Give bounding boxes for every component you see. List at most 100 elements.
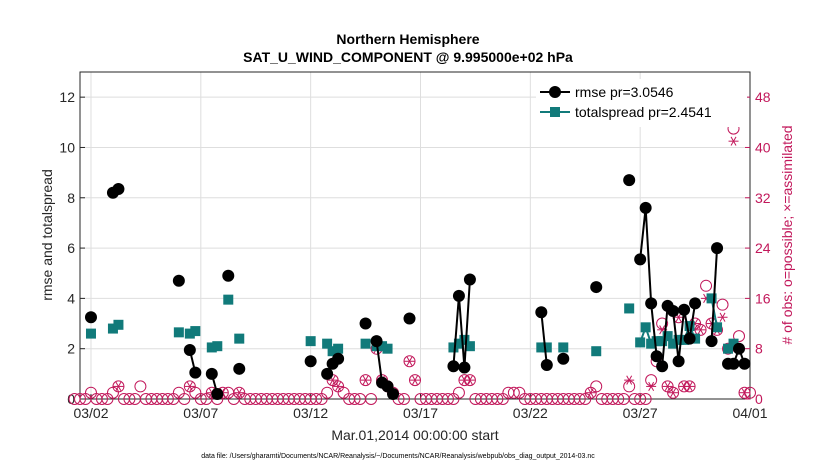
rmse-point — [233, 362, 246, 375]
obs-assimilated-marker — [404, 356, 415, 366]
legend-label-totalspread: totalspread pr=2.4541 — [575, 104, 712, 120]
obs-possible-marker — [716, 298, 729, 311]
obs-assimilated-marker — [717, 312, 728, 322]
obs-assimilated-marker — [662, 381, 673, 392]
obs-possible-marker — [639, 393, 652, 405]
totalspread-point — [591, 346, 602, 357]
obs-possible-marker — [310, 393, 323, 405]
obs-possible-marker — [700, 279, 713, 292]
obs-possible-marker — [95, 393, 108, 405]
y2-tick-label: 8 — [755, 341, 763, 357]
y2-axis-label: # of obs: o=possible; ×=assimilated — [779, 125, 795, 344]
totalspread-point — [712, 322, 723, 333]
totalspread-point — [360, 338, 371, 349]
y-tick-label: 6 — [67, 240, 75, 256]
obs-possible-marker — [403, 355, 416, 368]
asterisk-stroke — [236, 388, 243, 398]
rmse-point — [667, 304, 680, 317]
rmse-point — [112, 182, 125, 195]
data-file-footnote: data file: /Users/gharamti/Documents/NCA… — [201, 453, 595, 460]
rmse-point — [183, 343, 196, 356]
obs-possible-marker — [348, 393, 361, 405]
obs-possible-marker — [733, 330, 746, 343]
legend-marker-totalspread — [550, 107, 560, 117]
rmse-point — [458, 361, 471, 374]
rmse-point — [172, 274, 185, 287]
x-tick-label: 03/07 — [183, 405, 218, 421]
totalspread-point — [706, 293, 717, 304]
totalspread-point — [190, 326, 201, 337]
obs-possible-marker — [178, 393, 191, 405]
obs-possible-marker — [161, 393, 174, 405]
x-tick-label: 03/22 — [513, 405, 548, 421]
y-axis-left: 0 2 4 6 8 10 12 — [59, 89, 85, 407]
asterisk-stroke — [406, 356, 413, 366]
totalspread-point — [377, 341, 388, 352]
rmse-point — [387, 387, 400, 400]
rmse-point — [370, 335, 383, 348]
obs-count-markers — [68, 122, 756, 405]
totalspread-point — [635, 337, 646, 348]
totalspread-point — [333, 343, 344, 354]
obs-possible-marker — [694, 323, 707, 336]
asterisk-stroke — [730, 136, 737, 146]
asterisk-stroke — [664, 381, 671, 392]
asterisk-stroke — [719, 312, 726, 322]
totalspread-point — [723, 343, 734, 354]
obs-possible-marker — [452, 386, 465, 399]
obs-possible-marker — [590, 380, 603, 393]
rmse-point — [711, 242, 724, 255]
totalspread-point — [536, 342, 547, 353]
obs-assimilated-marker — [739, 388, 750, 398]
totalspread-point — [305, 336, 316, 347]
obs-possible-marker — [112, 380, 125, 393]
asterisk-stroke — [659, 325, 666, 335]
obs-possible-marker — [491, 393, 504, 405]
rmse-point — [678, 303, 691, 316]
x-tick-label: 03/12 — [293, 405, 328, 421]
obs-assimilated-marker — [728, 136, 739, 146]
totalspread-point — [646, 338, 657, 349]
rmse-point — [733, 342, 746, 355]
y-tick-label: 2 — [67, 341, 75, 357]
totalspread-point — [640, 322, 651, 333]
rmse-point — [705, 335, 718, 348]
rmse-point — [738, 357, 751, 370]
totalspread-point — [624, 303, 635, 314]
obs-possible-marker — [507, 386, 520, 399]
legend-marker-rmse — [549, 86, 561, 98]
rmse-point — [452, 289, 465, 302]
totalspread-point — [322, 338, 333, 349]
series-layer — [84, 174, 751, 400]
totalspread-point — [558, 342, 569, 353]
asterisk-stroke — [697, 325, 704, 335]
totalspread-point — [113, 319, 124, 330]
totalspread-point — [173, 327, 184, 338]
totalspread-point — [657, 336, 668, 347]
obs-possible-marker — [738, 386, 751, 399]
asterisk-stroke — [362, 375, 369, 385]
x-tick-label: 03/27 — [623, 405, 658, 421]
obs-possible-marker — [398, 393, 411, 405]
totalspread-point — [464, 341, 475, 352]
rmse-point — [650, 350, 663, 363]
totalspread-point — [673, 334, 684, 345]
totalspread-point — [206, 342, 217, 353]
rmse-point — [189, 366, 202, 379]
rmse-point — [535, 306, 548, 319]
obs-possible-marker — [667, 386, 680, 399]
x-axis-label: Mar.01,2014 00:00:00 start — [331, 427, 498, 443]
asterisk-stroke — [329, 375, 336, 385]
totalspread-point — [212, 341, 223, 352]
rmse-point — [672, 355, 685, 368]
totalspread-point — [382, 343, 393, 354]
obs-assimilated-marker — [410, 375, 420, 385]
obs-possible-marker — [634, 393, 647, 405]
asterisk-stroke — [335, 381, 342, 392]
obs-assimilated-marker — [668, 388, 679, 398]
rmse-point — [540, 359, 553, 372]
obs-assimilated-marker — [333, 381, 344, 392]
legend-label-rmse: rmse pr=3.0546 — [575, 84, 674, 100]
chart-title: Northern Hemisphere — [336, 31, 479, 47]
